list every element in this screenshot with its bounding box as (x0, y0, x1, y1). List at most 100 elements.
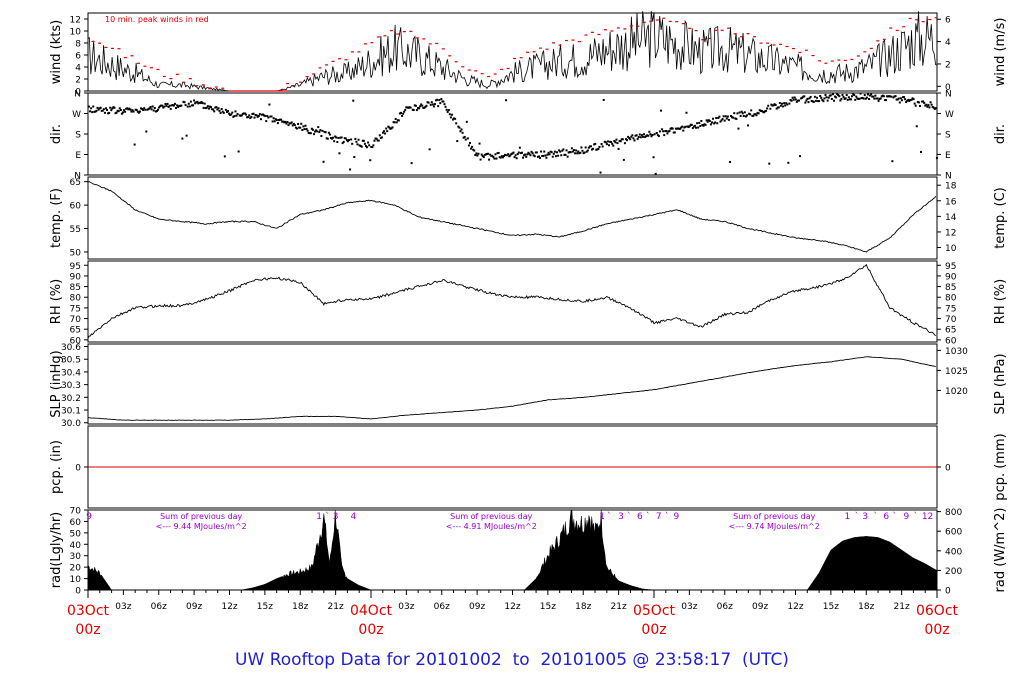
dir-point (777, 106, 780, 109)
temp-ytick-right-label: 10 (945, 244, 957, 254)
dir-point (754, 113, 757, 116)
dir-point (448, 113, 451, 116)
dir-point (764, 110, 767, 113)
dir-point (899, 97, 902, 100)
dir-point (178, 104, 181, 107)
dir-point (564, 153, 567, 156)
dir-point (635, 134, 638, 137)
dir-point (230, 113, 233, 116)
dir-point (840, 97, 843, 100)
dir-point (816, 96, 819, 99)
dir-point (604, 141, 607, 144)
dir-point (789, 98, 792, 101)
dir-point (329, 137, 332, 140)
dir-point (647, 134, 650, 137)
dir-point (557, 154, 560, 157)
dir-point (445, 108, 448, 111)
dir-point (344, 137, 347, 140)
dir-point (703, 123, 706, 126)
dir-point (502, 155, 505, 158)
dir-point (727, 118, 730, 121)
wind-ytick-right-label: 6 (945, 16, 951, 26)
dir-point (130, 110, 133, 113)
dir-point (577, 150, 580, 153)
dir-point (855, 95, 858, 98)
dir-point (323, 130, 326, 133)
dir-point (177, 105, 180, 108)
dir-point (190, 104, 193, 107)
footer-title: UW Rooftop Data for 20101002 to 20101005… (235, 650, 789, 670)
dir-point (720, 119, 723, 122)
dir-point (471, 145, 474, 148)
dir-point (164, 103, 167, 106)
dir-point (449, 116, 452, 119)
dir-point (263, 114, 266, 117)
dir-point (498, 156, 501, 159)
dir-point (860, 97, 863, 100)
dir-point (753, 113, 756, 116)
dir-point (368, 144, 371, 147)
rh-ytick-right-label: 70 (945, 315, 957, 325)
dir-point (499, 156, 502, 159)
rad-hour-label: 3 (618, 512, 624, 522)
slp-ylabel-right: SLP (hPa) (993, 353, 1008, 414)
dir-point (496, 152, 499, 155)
dir-point (272, 117, 275, 120)
dir-point (901, 96, 904, 99)
dir-point (367, 141, 370, 144)
dir-point (463, 135, 466, 138)
dir-point (915, 125, 918, 128)
dir-point (900, 99, 903, 102)
dir-point (632, 137, 635, 140)
rad-ytick-label: 70 (70, 507, 82, 517)
rad-hour-label: 9 (903, 512, 909, 522)
dir-point (795, 100, 798, 103)
dir-point (103, 111, 106, 114)
dir-point (519, 152, 522, 155)
dir-ytick-label: N (74, 90, 81, 100)
dir-point (285, 122, 288, 125)
dir-point (159, 105, 162, 108)
dir-point (127, 108, 130, 111)
dir-point (851, 95, 854, 98)
dir-point (760, 109, 763, 112)
dir-point (579, 151, 582, 154)
dir-point (140, 107, 143, 110)
dir-point (182, 100, 185, 103)
dir-point (797, 99, 800, 102)
dir-point (511, 152, 514, 155)
dir-point (244, 112, 247, 115)
dir-point (576, 152, 579, 155)
x-hour-tick-label: 18z (575, 602, 591, 612)
dir-point (714, 121, 717, 124)
dir-point (726, 115, 729, 118)
dir-point (259, 118, 262, 121)
dir-point (544, 154, 547, 157)
dir-ylabel: dir. (49, 124, 64, 144)
pcp-ylabel: pcp. (in) (49, 440, 64, 494)
dir-point (518, 146, 521, 149)
dir-point (271, 120, 274, 123)
dir-point (380, 136, 383, 139)
dir-point (447, 109, 450, 112)
rh-ytick-label: 95 (70, 262, 81, 272)
dir-point (858, 97, 861, 100)
x-day-date-label: 05Oct (633, 603, 676, 619)
rh-ytick-label: 60 (70, 336, 82, 346)
dir-point (933, 107, 936, 110)
dir-point (605, 143, 608, 146)
dir-point (231, 111, 234, 114)
rad-ytick-label: 20 (70, 564, 82, 574)
dir-point (359, 145, 362, 148)
dir-point (229, 113, 232, 116)
dir-point (258, 113, 261, 116)
dir-point (224, 108, 227, 111)
dir-point (269, 115, 272, 118)
dir-point (280, 118, 283, 121)
dir-point (298, 126, 301, 129)
dir-point (333, 140, 336, 143)
dir-point (388, 126, 391, 129)
rad-hour-label: 7 (656, 512, 662, 522)
dir-point (768, 162, 771, 165)
dir-point (460, 128, 463, 131)
